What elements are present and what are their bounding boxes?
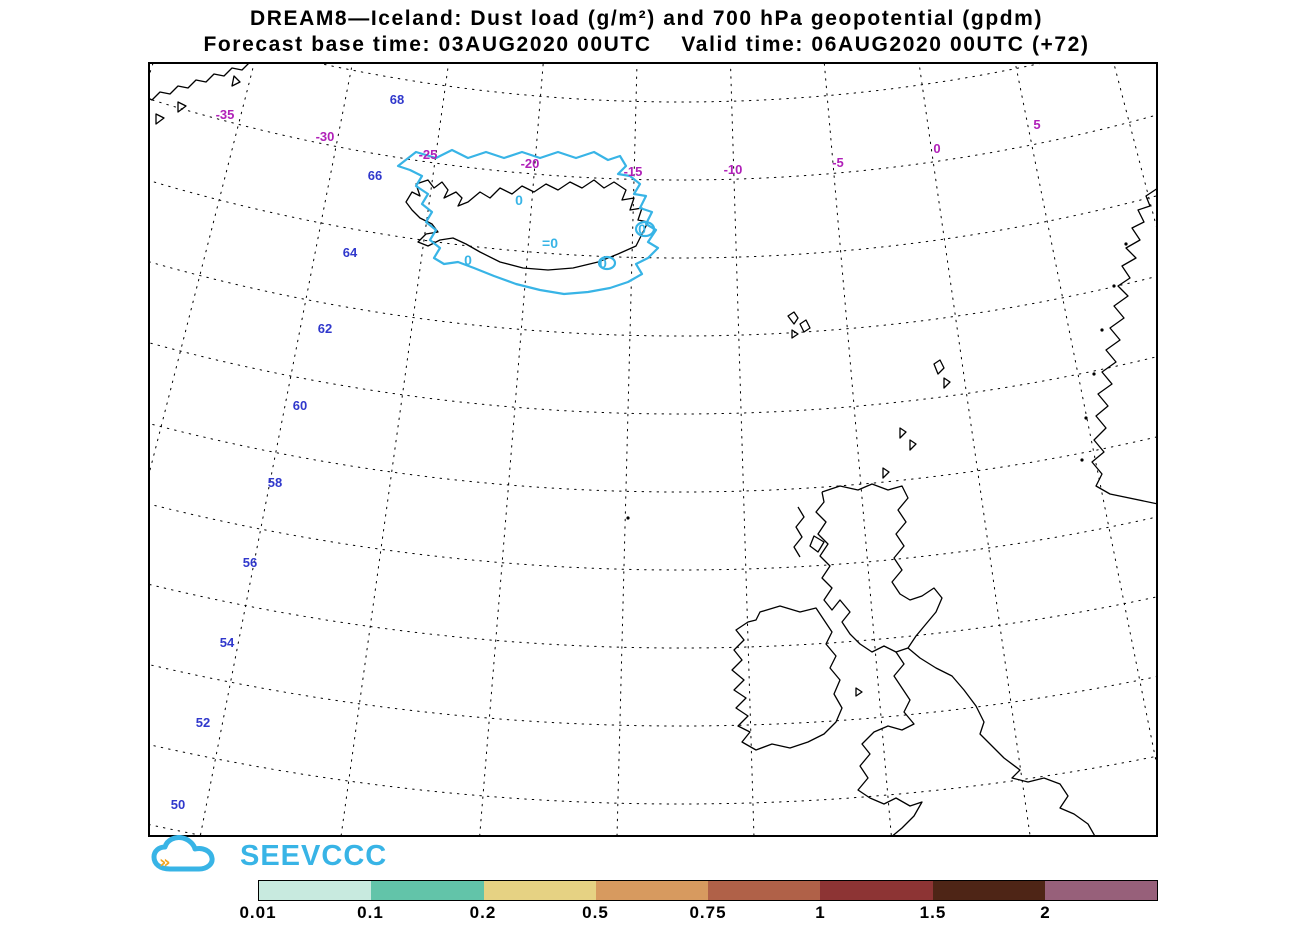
colorbar-segment — [483, 881, 596, 900]
scotland-coastline — [793, 483, 943, 653]
latitude-line — [148, 97, 1158, 180]
latitude-label: 56 — [243, 555, 257, 570]
colorbar-tick-label: 0.2 — [469, 903, 497, 922]
dust-contour-label: 0 — [599, 255, 607, 271]
colorbar-tick-label: 2 — [1040, 903, 1051, 922]
longitude-line — [340, 62, 450, 837]
latitude-line — [311, 62, 1049, 102]
longitude-line — [1014, 62, 1158, 774]
longitude-line — [729, 62, 755, 837]
colorbar-tick-label: 0.75 — [689, 903, 727, 922]
logo-text: SEEVCCC — [240, 839, 388, 872]
map-labels: -35 -30 -25 -20 -15 -10 -5 0 5 68 66 64 62 60 58 56 54 52… — [171, 92, 1041, 812]
longitude-line — [616, 62, 638, 837]
colorbar-tick-label: 0.5 — [582, 903, 609, 922]
dust-contour-label: 0 — [638, 221, 646, 237]
longitude-line — [823, 62, 892, 837]
dust-contour-label: =0 — [542, 235, 558, 251]
latitude-label: 62 — [318, 321, 332, 336]
latitude-line — [148, 663, 1158, 726]
map-title: DREAM8—Iceland: Dust load (g/m²) and 700… — [249, 7, 1044, 30]
colorbar-tick-label: 1.5 — [919, 903, 947, 922]
longitude-line — [479, 62, 544, 837]
colorbar-segment — [371, 881, 484, 900]
longitude-label: -35 — [216, 107, 235, 122]
latitude-label: 50 — [171, 797, 185, 812]
longitude-label: 5 — [1033, 117, 1040, 132]
ireland-coastline — [731, 605, 843, 751]
longitude-label: -10 — [724, 162, 743, 177]
latitude-label: 64 — [343, 245, 358, 260]
colorbar-segment — [259, 881, 372, 900]
cloud-logo-icon: » — [151, 835, 215, 873]
colorbar-segment — [932, 881, 1045, 900]
colorbar-tick-label: 0.01 — [239, 903, 277, 922]
forecast-map: -35 -30 -25 -20 -15 -10 -5 0 5 68 66 64 62 60 58 56 54 52… — [148, 62, 1158, 837]
longitude-label: 0 — [933, 141, 940, 156]
faroe-islands-coastline — [787, 311, 811, 339]
norway-coastline — [1080, 187, 1158, 505]
colorbar-segment — [820, 881, 933, 900]
dust-contour-label: 0 — [515, 192, 523, 208]
longitude-label: -25 — [419, 147, 438, 162]
latitude-label: 54 — [220, 635, 235, 650]
latitude-label: 52 — [196, 715, 210, 730]
title-block: DREAM8—Iceland: Dust load (g/m²) and 700… — [0, 6, 1293, 58]
longitude-label: -30 — [316, 129, 335, 144]
latitude-label: 60 — [293, 398, 307, 413]
latitude-line — [148, 341, 1158, 414]
longitude-label: -5 — [832, 155, 844, 170]
longitude-label: -15 — [624, 164, 643, 179]
latitude-line — [148, 260, 1158, 336]
shetland-orkney-islands — [882, 359, 951, 479]
latitude-label: 58 — [268, 475, 282, 490]
colorbar-tick-label: 0.1 — [357, 903, 384, 922]
map-subtitle: Forecast base time: 03AUG2020 00UTC Vali… — [203, 33, 1090, 56]
dust-load-contour — [396, 148, 660, 296]
latitude-line — [148, 502, 1158, 570]
map-frame: -35 -30 -25 -20 -15 -10 -5 0 5 68 66 64 62 60 58 56 54 52… — [148, 62, 1158, 837]
colorbar-tick-label: 1 — [815, 903, 826, 922]
latitude-line — [148, 743, 1158, 804]
longitude-line — [199, 62, 354, 837]
longitude-label: -20 — [521, 156, 540, 171]
latitude-label: 68 — [390, 92, 404, 107]
latitude-label: 66 — [368, 168, 382, 183]
svg-text:»: » — [159, 852, 171, 873]
colorbar-segment — [708, 881, 821, 900]
greenland-coastline — [148, 62, 251, 125]
longitude-line — [148, 62, 255, 480]
dust-load-colorbar — [258, 880, 1158, 901]
england-wales-coastline — [855, 647, 1097, 837]
dust-contour-label: 0 — [464, 252, 472, 268]
latitude-line — [148, 823, 1158, 837]
longitude-line — [1112, 62, 1158, 235]
iceland-coastline — [405, 179, 649, 271]
longitude-line — [918, 62, 1031, 837]
latitude-line — [148, 422, 1158, 492]
small-islet — [626, 516, 630, 520]
colorbar-labels: 0.01 0.1 0.2 0.5 0.75 1 1.5 2 — [239, 903, 1158, 923]
colorbar-segment — [1044, 881, 1157, 900]
colorbar-segment — [595, 881, 708, 900]
seevccc-logo: » SEEVCCC — [148, 834, 387, 878]
graticule-grid — [148, 62, 1158, 837]
